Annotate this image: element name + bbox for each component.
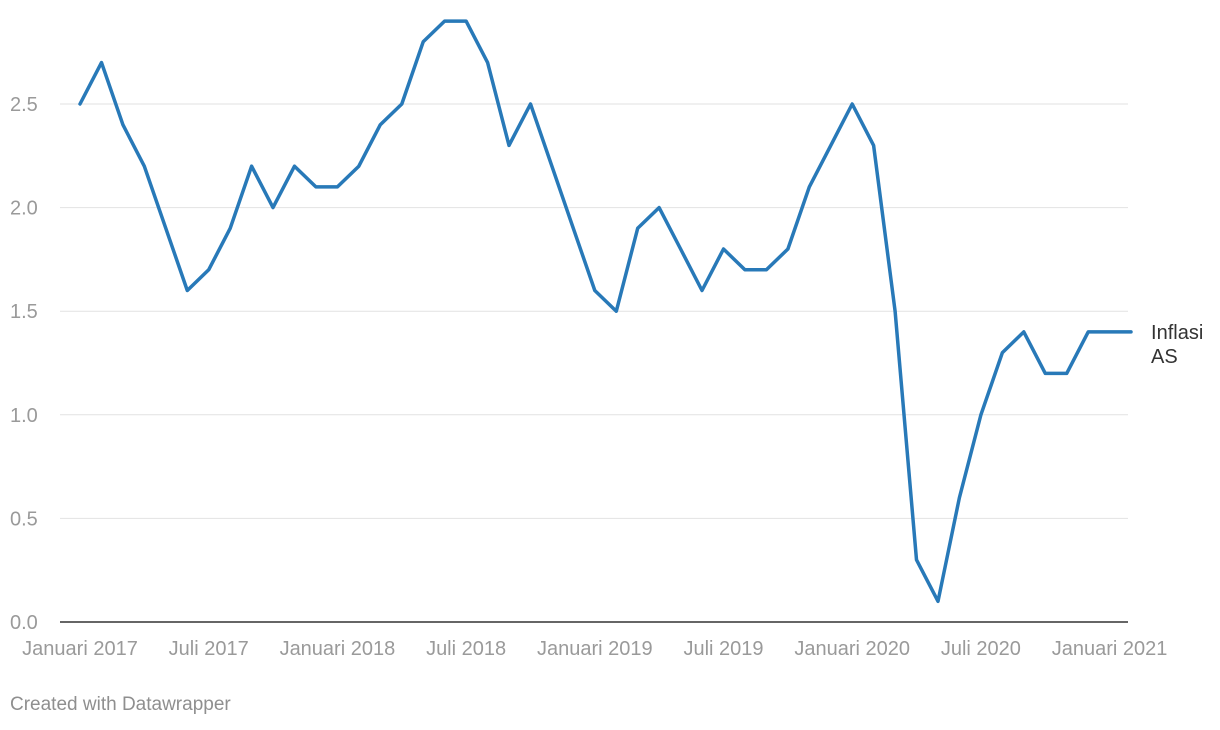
y-tick-label: 1.5: [10, 301, 38, 323]
gridlines: [60, 103, 1128, 623]
x-tick-label: Juli 2018: [426, 638, 506, 660]
series-line: [78, 19, 1133, 604]
x-tick-label: Januari 2019: [537, 638, 653, 660]
series-label: Inflasi AS: [1151, 322, 1203, 368]
x-tick-label: Juli 2020: [941, 638, 1021, 660]
y-tick-label: 0.5: [10, 508, 38, 530]
y-axis-labels: 0.0 0.5 1.0 1.5 2.0 2.5: [10, 94, 38, 634]
y-tick-label: 1.0: [10, 405, 38, 427]
x-tick-label: Juli 2019: [683, 638, 763, 660]
x-tick-label: Juli 2017: [169, 638, 249, 660]
x-tick-label: Januari 2018: [280, 638, 396, 660]
credit-text: Created with Datawrapper: [10, 694, 231, 715]
y-tick-label: 2.5: [10, 94, 38, 116]
y-tick-label: 0.0: [10, 612, 38, 634]
x-tick-label: Januari 2020: [794, 638, 910, 660]
y-tick-label: 2.0: [10, 198, 38, 220]
x-axis-labels: Januari 2017 Juli 2017 Januari 2018 Juli 20…: [22, 638, 1167, 660]
series-group: Inflasi AS: [78, 19, 1203, 604]
x-tick-label: Januari 2017: [22, 638, 138, 660]
x-tick-label: Januari 2021: [1052, 638, 1168, 660]
